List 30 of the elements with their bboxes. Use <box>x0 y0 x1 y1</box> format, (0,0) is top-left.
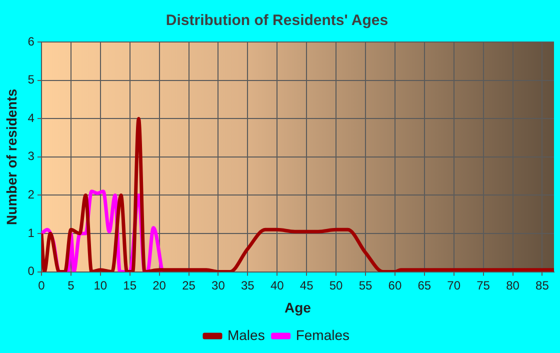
legend-label: Females <box>296 326 350 343</box>
y-tick-label: 1 <box>28 226 35 240</box>
x-tick-label: 85 <box>536 278 550 292</box>
x-tick-label: 10 <box>94 278 108 292</box>
x-tick-label: 50 <box>329 278 344 292</box>
x-tick-label: 0 <box>38 278 46 292</box>
x-tick-label: 35 <box>240 278 255 292</box>
y-tick-label: 4 <box>28 110 35 125</box>
x-tick-label: 30 <box>212 278 226 292</box>
x-tick-label: 65 <box>418 278 432 292</box>
y-tick-label: 0 <box>28 264 35 278</box>
x-tick-label: 75 <box>476 278 490 292</box>
legend-label: Males <box>227 326 265 343</box>
x-tick-label: 15 <box>123 278 137 292</box>
y-axis-title: Number of residents <box>3 88 20 225</box>
x-tick-label: 70 <box>447 278 461 292</box>
x-axis-title: Age <box>284 299 312 316</box>
x-tick-label: 55 <box>358 278 372 292</box>
x-tick-label: 60 <box>388 278 402 292</box>
y-tick-label: 5 <box>28 72 35 87</box>
chart-title: Distribution of Residents' Ages <box>166 12 388 30</box>
x-tick-label: 45 <box>300 278 314 292</box>
x-tick-label: 25 <box>182 278 196 292</box>
x-tick-label: 5 <box>68 278 75 292</box>
y-tick-label: 2 <box>28 188 35 202</box>
x-tick-label: 20 <box>152 278 166 292</box>
x-tick-label: 80 <box>506 278 520 292</box>
y-tick-label: 6 <box>28 34 35 48</box>
x-tick-label: 40 <box>270 278 284 292</box>
y-tick-label: 3 <box>28 149 35 164</box>
